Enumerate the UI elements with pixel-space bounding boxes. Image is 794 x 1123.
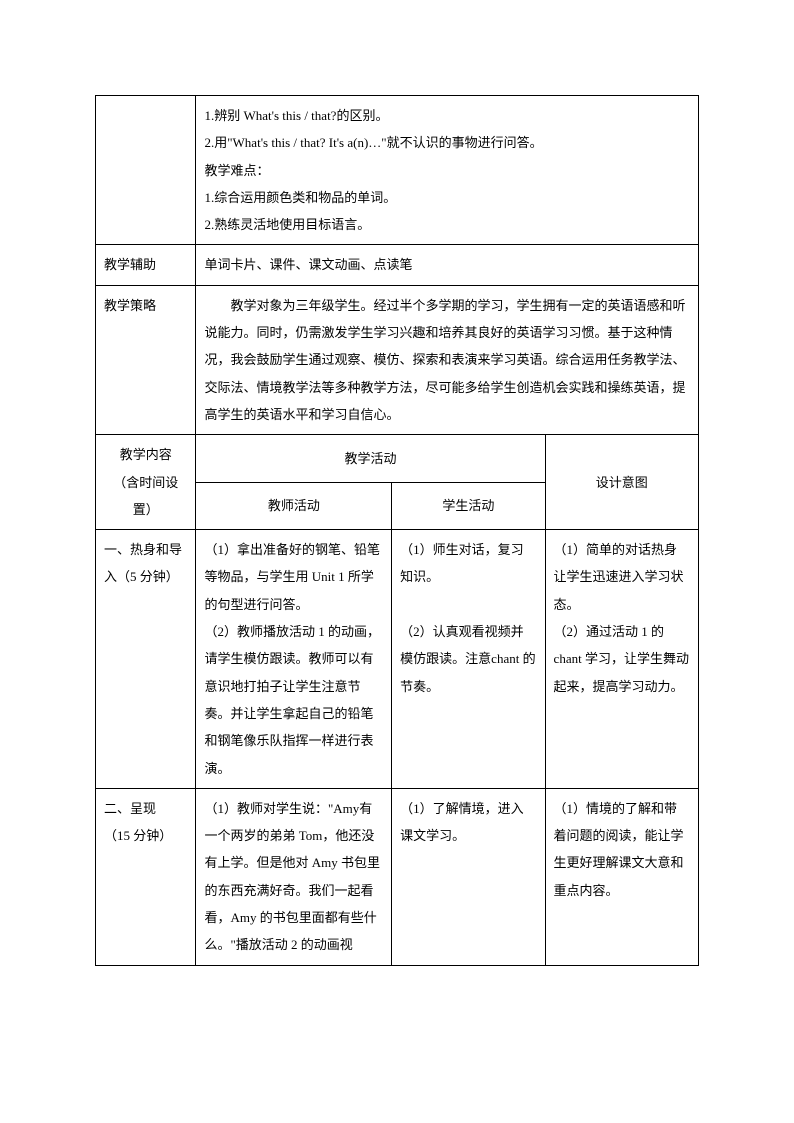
section-label: 二、呈现 （15 分钟）: [96, 788, 196, 965]
lesson-plan-table: 1.辨别 What's this / that?的区别。 2.用"What's …: [95, 95, 699, 966]
header-col3: 学生活动: [392, 482, 545, 529]
label-cell: 教学策略: [96, 285, 196, 434]
table-row: 教学辅助 单词卡片、课件、课文动画、点读笔: [96, 245, 699, 285]
header-col1: 教学内容 （含时间设置）: [96, 435, 196, 530]
content-cell: 1.辨别 What's this / that?的区别。 2.用"What's …: [196, 96, 699, 245]
empty-cell: [96, 96, 196, 245]
design-purpose: （1）情境的了解和带着问题的阅读，能让学生更好理解课文大意和重点内容。: [545, 788, 698, 965]
table-row: 二、呈现 （15 分钟） （1）教师对学生说："Amy有一个两岁的弟弟 Tom，…: [96, 788, 699, 965]
design-purpose: （1）简单的对话热身让学生迅速进入学习状态。 （2）通过活动 1 的chant …: [545, 530, 698, 789]
table-row: 1.辨别 What's this / that?的区别。 2.用"What's …: [96, 96, 699, 245]
label-cell: 教学辅助: [96, 245, 196, 285]
table-row: 教学策略 教学对象为三年级学生。经过半个多学期的学习，学生拥有一定的英语语感和听…: [96, 285, 699, 434]
section-label: 一、热身和导入（5 分钟）: [96, 530, 196, 789]
content-cell: 单词卡片、课件、课文动画、点读笔: [196, 245, 699, 285]
table-row: 一、热身和导入（5 分钟） （1）拿出准备好的钢笔、铅笔等物品，与学生用 Uni…: [96, 530, 699, 789]
header-col2: 教师活动: [196, 482, 392, 529]
table-header-row: 教学内容 （含时间设置） 教学活动 设计意图: [96, 435, 699, 482]
teacher-activity: （1）拿出准备好的钢笔、铅笔等物品，与学生用 Unit 1 所学的句型进行问答。…: [196, 530, 392, 789]
teacher-activity: （1）教师对学生说："Amy有一个两岁的弟弟 Tom，他还没有上学。但是他对 A…: [196, 788, 392, 965]
content-cell: 教学对象为三年级学生。经过半个多学期的学习，学生拥有一定的英语语感和听说能力。同…: [196, 285, 699, 434]
header-col2-merged: 教学活动: [196, 435, 545, 482]
header-col4: 设计意图: [545, 435, 698, 530]
student-activity: （1）师生对话，复习知识。 （2）认真观看视频并模仿跟读。注意chant 的节奏…: [392, 530, 545, 789]
student-activity: （1）了解情境，进入课文学习。: [392, 788, 545, 965]
